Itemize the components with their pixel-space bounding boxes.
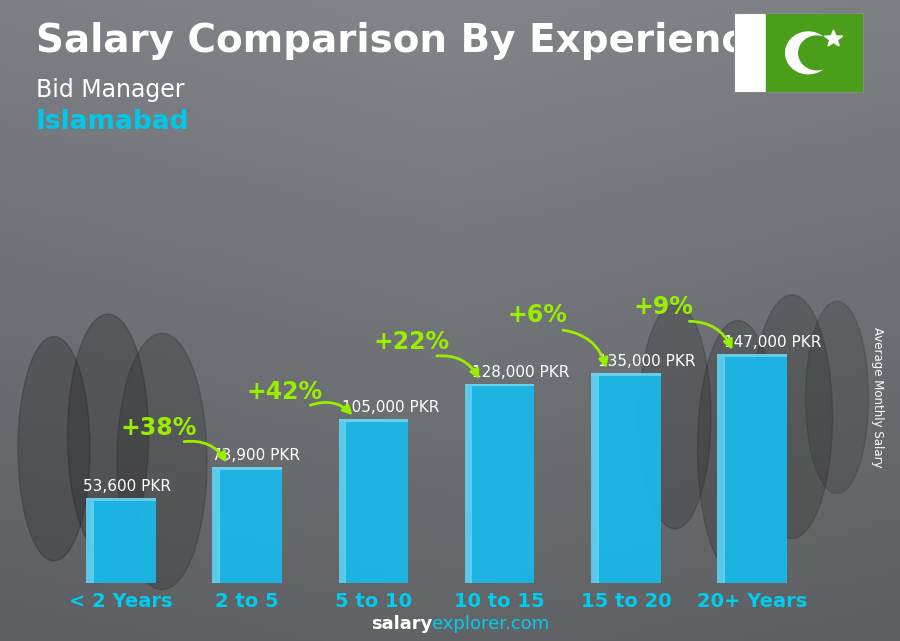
Text: 105,000 PKR: 105,000 PKR (342, 400, 439, 415)
Text: +6%: +6% (508, 303, 568, 328)
Polygon shape (723, 357, 787, 583)
Polygon shape (465, 387, 472, 583)
Polygon shape (86, 501, 94, 583)
Text: 147,000 PKR: 147,000 PKR (724, 335, 822, 350)
Polygon shape (717, 357, 725, 583)
Polygon shape (470, 387, 535, 583)
Text: Bid Manager: Bid Manager (36, 78, 184, 102)
Ellipse shape (752, 295, 833, 538)
Polygon shape (86, 498, 156, 501)
Text: Average Monthly Salary: Average Monthly Salary (871, 327, 884, 468)
Text: Salary Comparison By Experience: Salary Comparison By Experience (36, 22, 770, 60)
Polygon shape (338, 422, 346, 583)
Ellipse shape (639, 304, 711, 529)
Ellipse shape (18, 337, 90, 561)
Text: +22%: +22% (374, 330, 449, 354)
Polygon shape (824, 30, 842, 46)
Text: +42%: +42% (247, 380, 323, 404)
Polygon shape (465, 383, 535, 387)
Polygon shape (799, 36, 835, 70)
Polygon shape (717, 354, 787, 357)
Text: explorer.com: explorer.com (432, 615, 549, 633)
Bar (734, 13, 766, 93)
Text: +9%: +9% (634, 295, 694, 319)
Bar (766, 13, 864, 93)
Polygon shape (212, 470, 220, 583)
Ellipse shape (68, 314, 148, 558)
Ellipse shape (806, 301, 868, 494)
Polygon shape (338, 419, 408, 422)
Polygon shape (591, 373, 661, 376)
Text: 73,900 PKR: 73,900 PKR (212, 448, 300, 463)
Ellipse shape (117, 333, 207, 590)
Polygon shape (344, 422, 408, 583)
Polygon shape (91, 501, 156, 583)
Polygon shape (212, 467, 282, 470)
Ellipse shape (698, 320, 778, 577)
Text: Islamabad: Islamabad (36, 109, 190, 135)
Polygon shape (591, 376, 599, 583)
Text: 135,000 PKR: 135,000 PKR (598, 354, 696, 369)
Text: salary: salary (371, 615, 432, 633)
Polygon shape (786, 32, 831, 74)
Polygon shape (218, 470, 282, 583)
Polygon shape (597, 376, 661, 583)
Text: 128,000 PKR: 128,000 PKR (472, 365, 569, 379)
Text: 53,600 PKR: 53,600 PKR (83, 479, 171, 494)
Text: +38%: +38% (121, 416, 197, 440)
